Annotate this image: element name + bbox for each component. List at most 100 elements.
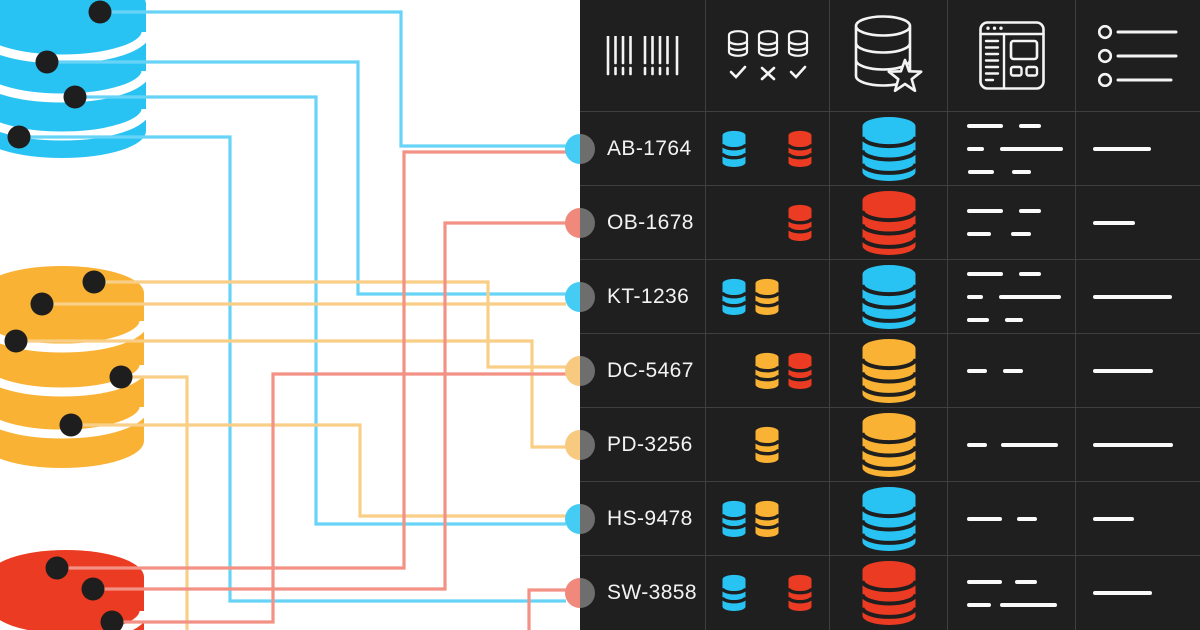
dataset-id: PD-3256 (607, 432, 693, 456)
placeholder-status-line (1093, 220, 1135, 225)
placeholder-text-line (967, 209, 1067, 213)
source-databases-cell (706, 186, 830, 260)
placeholder-status-line (1093, 146, 1151, 151)
dataset-id-cell: AB-1764 (580, 112, 706, 186)
data-point-dot (30, 292, 54, 316)
dataset-id-cell: DC-5467 (580, 334, 706, 408)
database-icon (860, 264, 917, 329)
red-connection-wire (93, 221, 566, 591)
yellow-connection-wire (121, 375, 189, 630)
yellow-source-slot (753, 278, 781, 321)
yellow-connection-wire (16, 339, 566, 449)
mini-database-icon (753, 278, 781, 315)
dataset-id: DC-5467 (607, 358, 694, 382)
dataset-id-cell: SW-3858 (580, 556, 706, 630)
mini-database-icon (753, 500, 781, 537)
dataset-id: SW-3858 (607, 581, 697, 604)
status-line-cell (1076, 408, 1200, 482)
status-line-cell (1076, 186, 1200, 260)
blue-source-slot (720, 500, 748, 543)
mini-database-icon (786, 130, 814, 167)
status-line-cell (1076, 112, 1200, 186)
description-lines-cell (948, 260, 1076, 334)
header-database-checks-icon (706, 0, 830, 112)
primary-database-cell (830, 112, 948, 186)
blue-connection-wire (100, 10, 566, 148)
dataset-id: HS-9478 (607, 506, 693, 530)
data-point-dot (59, 413, 83, 437)
placeholder-text-line (967, 146, 1067, 151)
description-lines-cell (948, 482, 1076, 556)
data-point-dot (45, 556, 69, 580)
source-databases-cell (706, 556, 830, 630)
mini-database-icon (720, 278, 748, 315)
blue-connection-wire (47, 60, 566, 296)
primary-database-cell (830, 334, 948, 408)
description-lines-cell (948, 186, 1076, 260)
placeholder-text-line (967, 516, 1067, 521)
mini-database-icon (753, 426, 781, 463)
header-barcode-icon (580, 0, 706, 112)
status-line-cell (1076, 556, 1200, 630)
placeholder-status-line (1093, 294, 1172, 299)
description-lines-cell (948, 408, 1076, 482)
blue-source-slot (720, 574, 748, 617)
red-connection-wire (57, 150, 566, 570)
placeholder-text-line (967, 602, 1067, 607)
primary-database-cell (830, 482, 948, 556)
placeholder-text-line (967, 271, 1067, 276)
dataset-id: OB-1678 (607, 210, 694, 234)
data-point-dot (88, 0, 112, 24)
placeholder-status-line (1093, 368, 1153, 373)
placeholder-status-line (1093, 516, 1134, 521)
data-point-dot (109, 365, 133, 389)
mini-database-icon (720, 500, 748, 537)
yellow-source-slot (753, 426, 781, 469)
dataset-id: KT-1236 (607, 284, 690, 308)
source-databases-cell (706, 408, 830, 482)
mini-database-icon (786, 574, 814, 611)
red-source-slot (786, 574, 814, 617)
header-list-icon (1076, 0, 1200, 112)
data-point-dot (4, 329, 28, 353)
primary-database-cell (830, 260, 948, 334)
placeholder-text-line (967, 123, 1067, 128)
placeholder-text-line (967, 579, 1067, 584)
mini-database-icon (720, 574, 748, 611)
data-point-dot (7, 125, 31, 149)
placeholder-text-line (967, 368, 1067, 373)
database-icon (860, 486, 917, 551)
database-icon (860, 561, 917, 625)
dataset-id: AB-1764 (607, 136, 692, 160)
catalog-table: AB-1764 OB-1678 KT-1236 DC-5467 PD-3256 (580, 0, 1200, 630)
blue-source-slot (720, 278, 748, 321)
red-source-slot (786, 352, 814, 395)
status-line-cell (1076, 260, 1200, 334)
source-databases-cell (706, 482, 830, 556)
source-databases-cell (706, 260, 830, 334)
placeholder-status-line (1093, 591, 1152, 595)
data-point-dot (35, 50, 59, 74)
source-databases-cell (706, 112, 830, 186)
primary-database-cell (830, 408, 948, 482)
placeholder-text-line (967, 294, 1067, 299)
mini-database-icon (753, 352, 781, 389)
data-point-dot (100, 610, 124, 630)
red-connection-wire (527, 588, 566, 630)
primary-database-cell (830, 556, 948, 630)
description-lines-cell (948, 556, 1076, 630)
data-point-dot (63, 85, 87, 109)
yellow-connection-wire (94, 280, 566, 369)
status-line-cell (1076, 482, 1200, 556)
yellow-source-slot (753, 500, 781, 543)
yellow-connection-wire (71, 423, 566, 518)
catalog-table-panel: AB-1764 OB-1678 KT-1236 DC-5467 PD-3256 (580, 0, 1200, 630)
description-lines-cell (948, 112, 1076, 186)
mini-database-icon (720, 130, 748, 167)
placeholder-text-line (967, 317, 1067, 322)
blue-connection-wire (19, 135, 566, 603)
red-connection-wire (112, 372, 566, 624)
source-databases-cell (706, 334, 830, 408)
primary-database-cell (830, 186, 948, 260)
red-source-slot (786, 130, 814, 173)
